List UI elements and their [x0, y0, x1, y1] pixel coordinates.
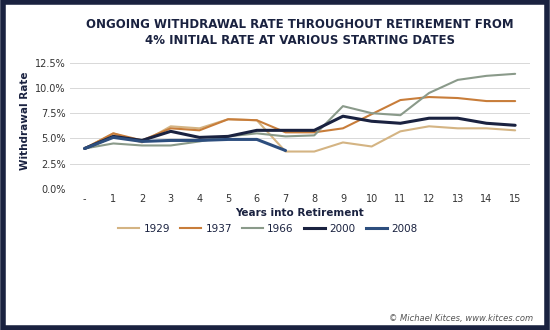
2000: [139, 139, 145, 143]
Legend: 1929, 1937, 1966, 2000, 2008: 1929, 1937, 1966, 2000, 2008: [114, 220, 421, 238]
1966: [483, 74, 490, 78]
1937: [311, 130, 317, 134]
1937: [368, 112, 375, 116]
1929: [110, 131, 117, 135]
1929: [81, 147, 88, 150]
1966: [167, 144, 174, 148]
Line: 1937: 1937: [85, 97, 515, 148]
2000: [512, 123, 519, 127]
1966: [110, 142, 117, 146]
1966: [454, 78, 461, 82]
1929: [167, 124, 174, 128]
2000: [282, 128, 289, 132]
1966: [282, 134, 289, 138]
1929: [225, 117, 232, 121]
1929: [454, 126, 461, 130]
1929: [368, 145, 375, 148]
1937: [225, 117, 232, 121]
2000: [196, 135, 203, 139]
2000: [426, 116, 432, 120]
2008: [167, 139, 174, 143]
2008: [225, 137, 232, 141]
1966: [196, 140, 203, 144]
2008: [81, 147, 88, 150]
Line: 2008: 2008: [85, 137, 285, 150]
2000: [167, 129, 174, 133]
1966: [368, 111, 375, 115]
2000: [483, 121, 490, 125]
1937: [110, 131, 117, 135]
1929: [311, 149, 317, 153]
1929: [426, 124, 432, 128]
1966: [340, 104, 346, 108]
2008: [282, 148, 289, 152]
1929: [254, 118, 260, 122]
2008: [110, 135, 117, 139]
1966: [225, 134, 232, 138]
2000: [225, 134, 232, 138]
2008: [196, 139, 203, 143]
1937: [254, 118, 260, 122]
1937: [397, 98, 404, 102]
1937: [196, 128, 203, 132]
1966: [81, 147, 88, 150]
2000: [81, 147, 88, 150]
1929: [397, 129, 404, 133]
1937: [426, 95, 432, 99]
1966: [512, 72, 519, 76]
2000: [110, 134, 117, 138]
1966: [426, 91, 432, 95]
1937: [139, 139, 145, 143]
1966: [254, 131, 260, 135]
1937: [81, 147, 88, 150]
2000: [340, 114, 346, 118]
2000: [254, 128, 260, 132]
1966: [139, 144, 145, 148]
1929: [340, 141, 346, 145]
1929: [139, 141, 145, 145]
1937: [512, 99, 519, 103]
1937: [340, 126, 346, 130]
1937: [454, 96, 461, 100]
1966: [311, 133, 317, 137]
Text: © Michael Kitces, www.kitces.com: © Michael Kitces, www.kitces.com: [389, 314, 534, 323]
1929: [282, 149, 289, 153]
1937: [167, 126, 174, 130]
1966: [397, 113, 404, 117]
Line: 1966: 1966: [85, 74, 515, 148]
2000: [311, 128, 317, 132]
Line: 1929: 1929: [85, 119, 515, 151]
Line: 2000: 2000: [85, 116, 515, 148]
2000: [454, 116, 461, 120]
2008: [139, 140, 145, 144]
1929: [196, 126, 203, 130]
1937: [483, 99, 490, 103]
2000: [397, 121, 404, 125]
2008: [254, 137, 260, 141]
1937: [282, 130, 289, 134]
X-axis label: Years into Retirement: Years into Retirement: [235, 208, 364, 218]
1929: [483, 126, 490, 130]
2000: [368, 119, 375, 123]
Title: ONGOING WITHDRAWAL RATE THROUGHOUT RETIREMENT FROM
4% INITIAL RATE AT VARIOUS ST: ONGOING WITHDRAWAL RATE THROUGHOUT RETIR…: [86, 18, 514, 47]
1929: [512, 128, 519, 132]
Y-axis label: Withdrawal Rate: Withdrawal Rate: [20, 72, 30, 170]
